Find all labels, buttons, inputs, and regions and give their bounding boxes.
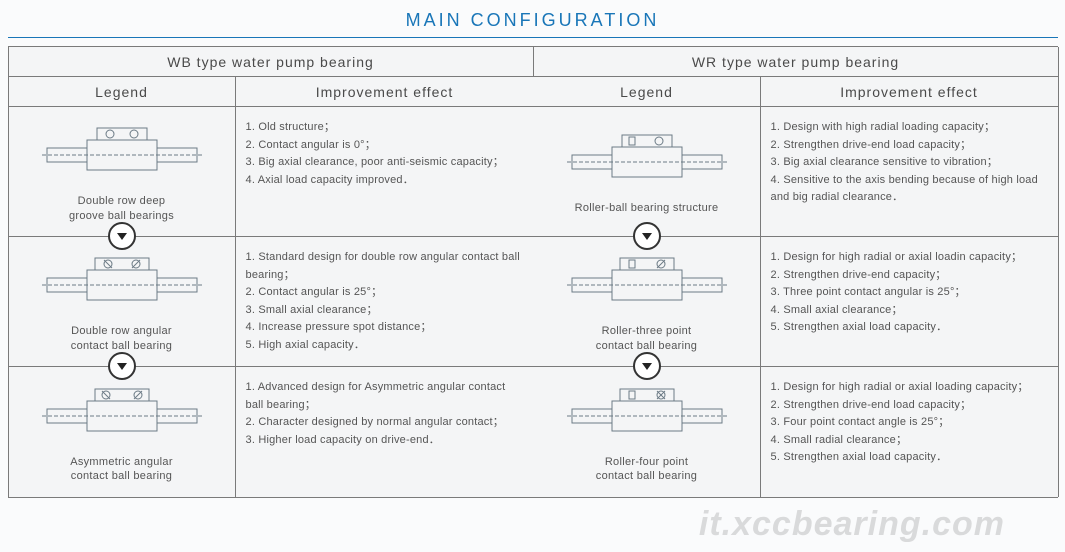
wr-effect-2: 1. Design for high radial or axial loadi… [761, 237, 1059, 367]
bearing-diagram [567, 250, 727, 320]
header-wb-effect: Improvement effect [236, 77, 534, 107]
wr-legend-3: Roller-four pointcontact ball bearing [534, 367, 761, 497]
wr-effect-1: 1. Design with high radial loading capac… [761, 107, 1059, 237]
wb-legend-2: Double row angularcontact ball bearing [9, 237, 236, 367]
wb-effect-2: 1. Standard design for double row angula… [236, 237, 534, 367]
header-wb-legend: Legend [9, 77, 236, 107]
header-wb-type: WB type water pump bearing [9, 47, 534, 77]
page-title: MAIN CONFIGURATION [0, 0, 1065, 37]
caption: Double row angularcontact ball bearing [71, 324, 172, 353]
progress-arrow-icon [108, 222, 136, 250]
wr-legend-1: Roller-ball bearing structure [534, 107, 761, 237]
wb-legend-3: Asymmetric angularcontact ball bearing [9, 367, 236, 497]
bearing-diagram [42, 381, 202, 451]
wb-effect-1: 1. Old structure；2. Contact angular is 0… [236, 107, 534, 237]
effect-text: 1. Design with high radial loading capac… [771, 119, 1048, 207]
effect-text: 1. Advanced design for Asymmetric angula… [246, 379, 524, 449]
bearing-diagram [42, 250, 202, 320]
caption: Roller-ball bearing structure [575, 201, 719, 215]
header-wr-type: WR type water pump bearing [534, 47, 1059, 77]
caption: Roller-three pointcontact ball bearing [596, 324, 697, 353]
wr-legend-2: Roller-three pointcontact ball bearing [534, 237, 761, 367]
effect-text: 1. Standard design for double row angula… [246, 249, 524, 355]
caption: Double row deepgroove ball bearings [69, 194, 174, 223]
caption: Roller-four pointcontact ball bearing [596, 455, 697, 484]
effect-text: 1. Old structure；2. Contact angular is 0… [246, 119, 504, 189]
progress-arrow-icon [633, 222, 661, 250]
effect-text: 1. Design for high radial or axial loadi… [771, 379, 1029, 467]
progress-arrow-icon [633, 352, 661, 380]
effect-text: 1. Design for high radial or axial loadi… [771, 249, 1023, 337]
wb-legend-1: Double row deepgroove ball bearings [9, 107, 236, 237]
wb-effect-3: 1. Advanced design for Asymmetric angula… [236, 367, 534, 497]
watermark-text: it.xccbearing.com [699, 505, 1005, 544]
bearing-diagram [567, 381, 727, 451]
wr-effect-3: 1. Design for high radial or axial loadi… [761, 367, 1059, 497]
configuration-table: WB type water pump bearing WR type water… [8, 46, 1058, 498]
progress-arrow-icon [108, 352, 136, 380]
caption: Asymmetric angularcontact ball bearing [70, 455, 173, 484]
header-wr-effect: Improvement effect [761, 77, 1059, 107]
bearing-diagram [42, 120, 202, 190]
bearing-diagram [567, 127, 727, 197]
title-underline [8, 37, 1058, 38]
header-wr-legend: Legend [534, 77, 761, 107]
